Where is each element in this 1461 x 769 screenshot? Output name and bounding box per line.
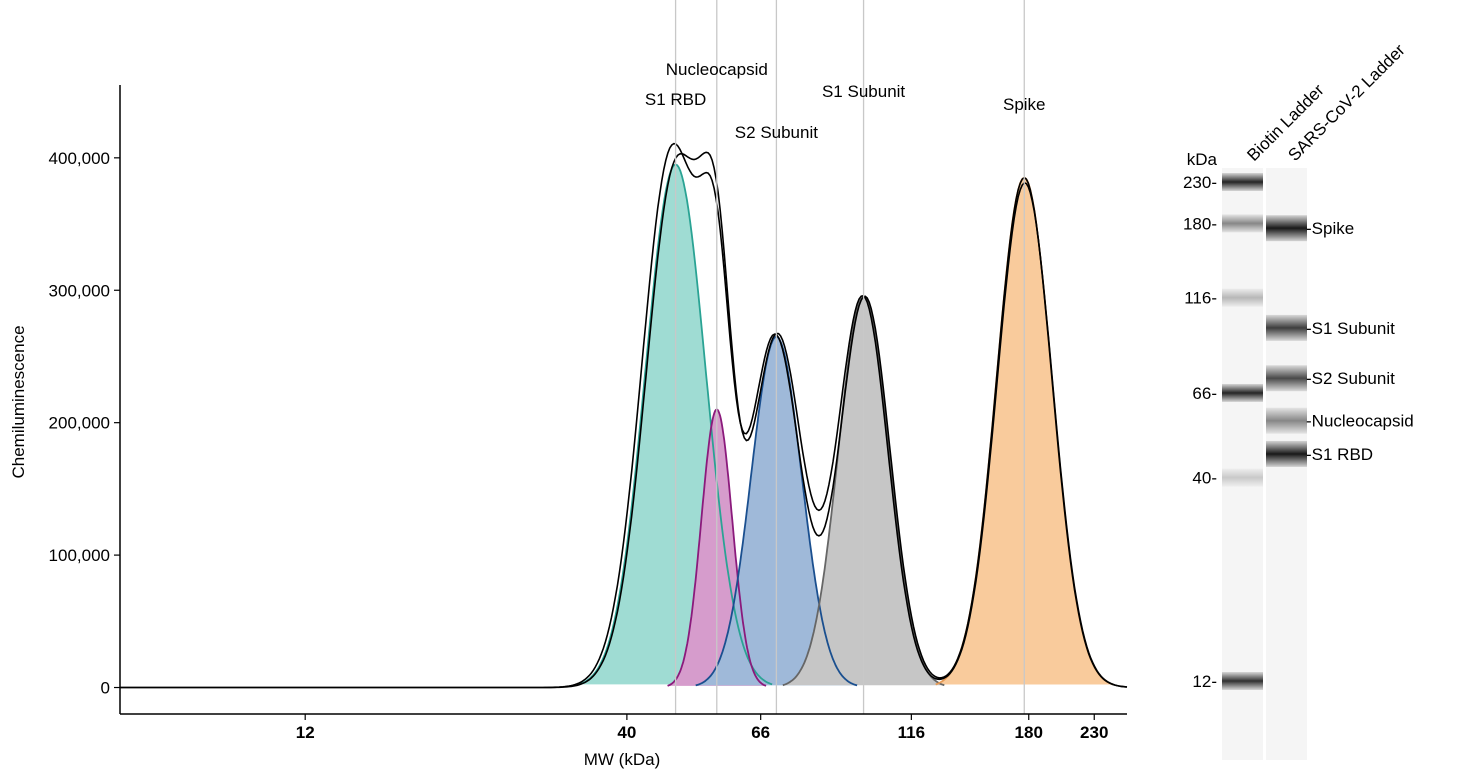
y-tick-label: 300,000 <box>49 281 110 300</box>
gel-mw-label: 12- <box>1192 672 1217 691</box>
gel-band-sample <box>1266 314 1307 341</box>
peak-label-s2-subunit: S2 Subunit <box>735 123 818 142</box>
gel-lane-biotin-ladder <box>1222 168 1263 760</box>
gel-mw-labels: 230- 180- 116- 66- 40- 12- <box>1183 173 1217 691</box>
gel-band-sample <box>1266 365 1307 392</box>
x-tick-label: 116 <box>898 723 925 742</box>
gel-band-label: -S2 Subunit <box>1306 369 1395 388</box>
y-tick-label: 400,000 <box>49 149 110 168</box>
gel-band-ladder <box>1222 288 1263 307</box>
peak-label-s1-subunit: S1 Subunit <box>822 82 905 101</box>
gel-band-ladder <box>1222 214 1263 233</box>
gel-band-label: -Spike <box>1306 219 1354 238</box>
gel-image-panel: 230-180-116-66-40-12- -Spike-S1 Subunit-… <box>1183 40 1414 760</box>
x-tick-label: 180 <box>1015 723 1043 742</box>
x-axis-title: MW (kDa) <box>584 750 660 769</box>
gel-band-label: -Nucleocapsid <box>1306 412 1414 431</box>
y-tick-label: 100,000 <box>49 546 110 565</box>
y-tick-label: 0 <box>101 679 110 698</box>
x-tick-label: 66 <box>751 723 770 742</box>
y-axis-ticks: 0 100,000 200,000 300,000 400,000 <box>49 149 120 698</box>
peak-markers: S1 RBD Nucleocapsid S2 Subunit S1 Subunit Sp… <box>645 0 1046 714</box>
sum-traces <box>120 142 1128 689</box>
sum-trace-2 <box>120 151 1128 689</box>
gel-band-label: -S1 RBD <box>1306 445 1373 464</box>
gel-mw-label: 40- <box>1192 469 1217 488</box>
gel-band-label: -S1 Subunit <box>1306 319 1395 338</box>
gel-band-ladder <box>1222 672 1263 690</box>
gel-mw-label: 180- <box>1183 214 1217 233</box>
gel-band-sample <box>1266 407 1307 434</box>
gel-band-ladder <box>1222 173 1263 191</box>
gel-band-ladder <box>1222 383 1263 402</box>
gel-mw-label: 116- <box>1184 289 1217 308</box>
gel-band-ladder <box>1222 468 1263 487</box>
gel-mw-label: 66- <box>1192 384 1217 403</box>
electropherogram-chart: S1 RBD Nucleocapsid S2 Subunit S1 Subunit Sp… <box>9 0 1128 769</box>
gel-bands <box>1222 173 1307 690</box>
x-tick-label: 230 <box>1080 723 1108 742</box>
x-tick-label: 40 <box>617 723 636 742</box>
peak-label-spike: Spike <box>1003 95 1046 114</box>
y-tick-label: 200,000 <box>49 414 110 433</box>
gel-band-labels: -Spike -S1 Subunit -S2 Subunit -Nucleocapsi… <box>1306 219 1414 464</box>
x-tick-label: 12 <box>296 723 315 742</box>
gel-unit-label: kDa <box>1187 150 1218 169</box>
peak-label-s1-rbd: S1 RBD <box>645 90 706 109</box>
x-axis-ticks: 12 40 66 116 180 230 <box>296 714 1108 742</box>
gel-mw-label: 230- <box>1183 173 1217 192</box>
peak-label-nucleocapsid: Nucleocapsid <box>666 60 768 79</box>
y-axis-title: Chemiluminescence <box>9 325 28 478</box>
gel-band-sample <box>1266 215 1307 242</box>
gel-band-sample <box>1266 440 1307 467</box>
